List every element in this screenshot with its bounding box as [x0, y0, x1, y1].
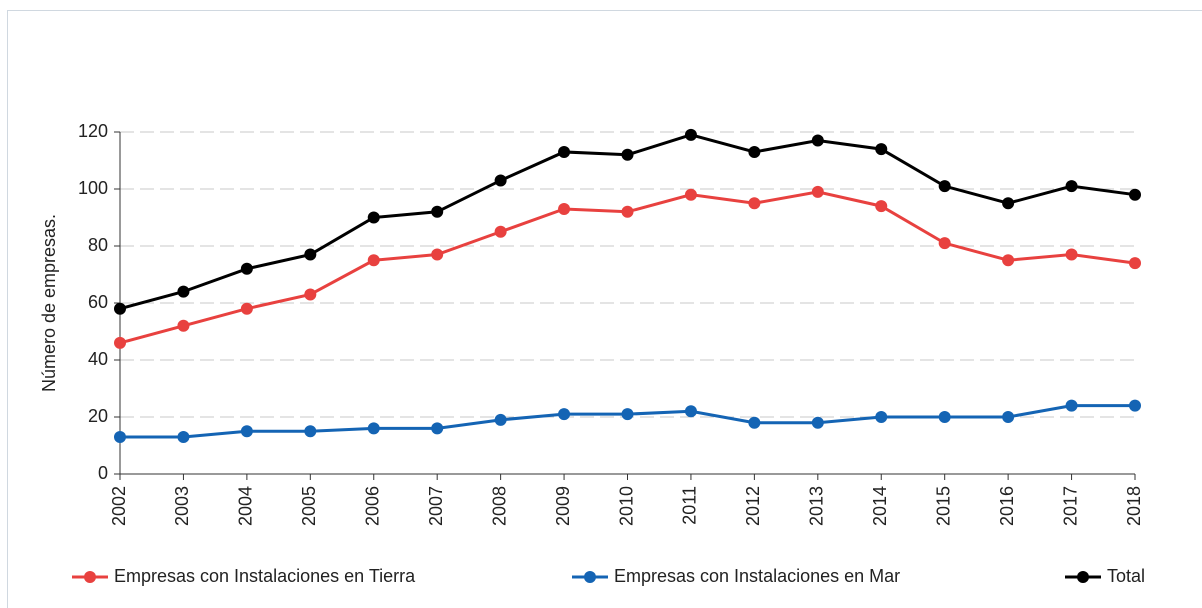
data-point: [558, 202, 571, 215]
data-point: [875, 411, 888, 423]
y-tick-label: 120: [78, 121, 108, 141]
data-point: [1065, 399, 1078, 412]
data-point: [684, 405, 697, 418]
data-point: [938, 411, 951, 423]
data-point: [494, 174, 507, 187]
frame: [7, 10, 1202, 608]
x-tick-label: 2012: [743, 486, 763, 526]
data-point: [621, 205, 634, 218]
legend-label: Empresas con Instalaciones en Tierra: [114, 566, 416, 586]
x-tick-label: 2013: [807, 486, 827, 526]
data-point: [240, 302, 253, 315]
x-tick-label: 2008: [489, 486, 509, 526]
data-point: [494, 225, 507, 238]
data-point: [304, 288, 317, 301]
data-point: [811, 134, 824, 147]
data-point: [621, 148, 634, 161]
data-point: [240, 262, 253, 275]
data-point: [304, 248, 317, 261]
data-point: [114, 302, 126, 315]
legend-marker: [1077, 571, 1089, 583]
data-point: [938, 180, 951, 193]
data-point: [367, 422, 380, 435]
data-point: [494, 413, 507, 426]
legend-label: Empresas con Instalaciones en Mar: [614, 566, 900, 586]
data-point: [1129, 188, 1141, 201]
data-point: [811, 185, 824, 198]
data-point: [367, 254, 380, 267]
x-tick-label: 2002: [109, 486, 129, 526]
data-point: [1129, 399, 1141, 412]
legend-label: Total: [1107, 566, 1145, 586]
series-line: [119, 133, 1136, 311]
data-point: [304, 425, 317, 438]
data-point: [811, 416, 824, 429]
data-point: [558, 408, 571, 421]
data-point: [114, 336, 126, 349]
data-point: [558, 145, 571, 158]
data-point: [431, 422, 444, 435]
data-point: [177, 319, 190, 332]
data-point: [938, 237, 951, 250]
data-point: [684, 188, 697, 201]
data-point: [177, 430, 190, 443]
y-tick-label: 100: [78, 178, 108, 198]
data-point: [875, 200, 888, 213]
x-tick-label: 2015: [933, 486, 953, 526]
data-point: [367, 211, 380, 224]
x-tick-label: 2014: [870, 486, 890, 526]
data-point: [431, 205, 444, 218]
y-tick-label: 80: [88, 235, 108, 255]
x-tick-label: 2010: [616, 486, 636, 526]
x-tick-label: 2005: [299, 486, 319, 526]
y-tick-label: 40: [88, 349, 108, 369]
data-point: [875, 143, 888, 156]
x-tick-label: 2011: [680, 486, 700, 525]
data-point: [684, 128, 697, 141]
x-tick-label: 2003: [172, 486, 192, 526]
data-point: [748, 145, 761, 158]
data-point: [114, 430, 126, 443]
data-point: [1002, 411, 1015, 423]
data-point: [1065, 180, 1078, 193]
legend-marker: [84, 571, 96, 583]
data-point: [1002, 254, 1015, 267]
x-tick-label: 2009: [553, 486, 573, 526]
x-tick-label: 2016: [997, 486, 1017, 526]
data-point: [240, 425, 253, 438]
x-tick-label: 2017: [1060, 486, 1080, 526]
x-tick-label: 2018: [1124, 486, 1144, 526]
data-point: [748, 416, 761, 429]
x-tick-label: 2006: [363, 486, 383, 526]
data-point: [748, 197, 761, 210]
legend-marker: [584, 571, 596, 583]
x-tick-label: 2007: [426, 486, 446, 526]
data-point: [431, 248, 444, 261]
data-point: [1002, 197, 1015, 210]
data-point: [621, 408, 634, 421]
y-axis-label: Número de empresas.: [39, 214, 59, 392]
y-tick-label: 0: [98, 463, 108, 483]
y-tick-label: 60: [88, 292, 108, 312]
y-tick-label: 20: [88, 406, 108, 426]
data-point: [177, 285, 190, 298]
data-point: [1129, 257, 1141, 270]
x-tick-label: 2004: [236, 486, 256, 526]
data-point: [1065, 248, 1078, 261]
